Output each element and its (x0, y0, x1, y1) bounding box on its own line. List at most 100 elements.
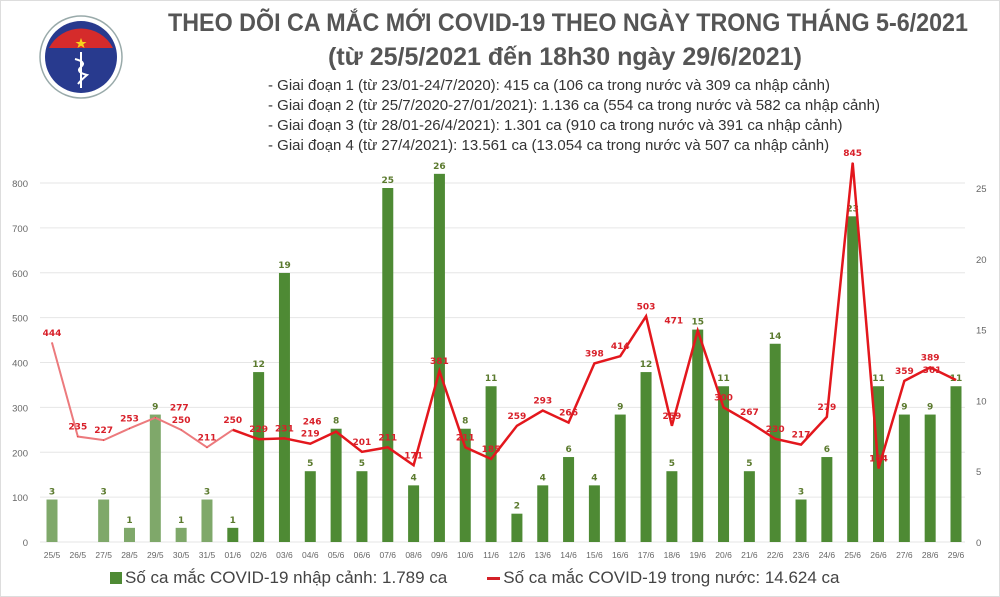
x-axis-tick: 04/6 (302, 550, 319, 560)
x-axis-tick: 31/5 (199, 550, 216, 560)
x-axis-tick: 28/6 (922, 550, 939, 560)
bar-imported (304, 471, 316, 542)
line-value-label: 398 (585, 349, 604, 359)
title-line-1: THEO DÕI CA MẮC MỚI COVID-19 THEO NGÀY T… (168, 9, 968, 37)
bar-imported (459, 428, 471, 542)
x-axis-tick: 13/6 (534, 550, 551, 560)
line-value-label: 389 (921, 353, 940, 363)
right-axis-tick: 5 (976, 467, 981, 478)
line-point (464, 446, 466, 448)
line-value-label: 503 (637, 302, 656, 312)
bar-value-label: 12 (252, 360, 265, 370)
bar-value-label: 8 (333, 417, 339, 427)
line-point (593, 362, 595, 364)
bar-value-label: 6 (824, 445, 830, 455)
x-axis-tick: 18/6 (664, 550, 681, 560)
bar-imported (46, 499, 58, 542)
phase-2: - Giai đoạn 2 (từ 25/7/2020-27/01/2021):… (268, 97, 880, 114)
line-value-label: 164 (869, 454, 888, 464)
bar-value-label: 1 (230, 516, 236, 526)
bar-imported (821, 457, 833, 542)
x-axis-tick: 15/6 (586, 550, 603, 560)
legend: Số ca mắc COVID-19 nhập cảnh: 1.789 ca S… (110, 568, 880, 588)
bar-imported (640, 372, 652, 542)
x-axis-tick: 02/6 (250, 550, 267, 560)
bar-value-label: 1 (126, 516, 132, 526)
legend-swatch-line (487, 576, 501, 580)
line-point (542, 410, 544, 412)
bar-value-label: 3 (204, 488, 210, 498)
bar-imported (98, 499, 110, 542)
bar-value-label: 26 (433, 162, 446, 172)
line-value-label: 229 (249, 425, 268, 435)
x-axis-tick: 20/6 (715, 550, 732, 560)
phase-summary: - Giai đoạn 1 (từ 23/01-24/7/2020): 415 … (268, 76, 880, 156)
line-value-label: 471 (664, 317, 683, 327)
left-axis-tick: 400 (12, 359, 28, 370)
bar-value-label: 5 (669, 459, 675, 469)
line-point (645, 315, 647, 317)
bar-imported (408, 485, 420, 542)
line-point (697, 330, 699, 332)
left-axis-tick: 700 (12, 224, 28, 235)
line-value-label: 293 (533, 397, 552, 407)
line-value-label: 279 (817, 403, 836, 413)
right-axis-tick: 20 (976, 255, 987, 266)
line-point (206, 446, 208, 448)
line-domestic-early (51, 342, 234, 449)
line-point (826, 416, 828, 418)
phase-3: - Giai đoạn 3 (từ 28/01-26/4/2021): 1.30… (268, 117, 843, 134)
bar-imported (718, 386, 730, 542)
x-axis-tick: 01/6 (225, 550, 242, 560)
bar-imported (614, 414, 626, 542)
x-axis-tick: 29/6 (948, 550, 965, 560)
title-line-2: (từ 25/5/2021 đến 18h30 ngày 29/6/2021) (328, 43, 802, 71)
line-value-label: 211 (456, 433, 475, 443)
line-point (309, 443, 311, 445)
x-axis-tick: 10/6 (457, 550, 474, 560)
x-axis-tick: 08/6 (405, 550, 422, 560)
line-point (387, 446, 389, 448)
line-value-label: 300 (714, 393, 733, 403)
line-point (671, 425, 673, 427)
bar-value-label: 25 (382, 176, 395, 186)
bar-value-label: 5 (307, 459, 313, 469)
line-value-label: 253 (120, 414, 139, 424)
bar-value-label: 11 (717, 374, 730, 384)
line-point (335, 431, 337, 433)
line-point (903, 380, 905, 382)
line-point (955, 379, 957, 381)
legend-label-imported: Số ca mắc COVID-19 nhập cảnh: 1.789 ca (125, 568, 448, 587)
bar-imported (898, 414, 910, 542)
line-value-label: 250 (172, 416, 191, 426)
line-point (619, 355, 621, 357)
x-axis-tick: 26/5 (70, 550, 87, 560)
bar-imported (201, 499, 213, 542)
bar-value-label: 9 (927, 403, 933, 413)
right-axis-tick: 15 (976, 326, 987, 337)
phase-4: - Giai đoạn 4 (từ 27/4/2021): 13.561 ca … (268, 137, 830, 154)
line-value-label: 259 (662, 412, 681, 422)
right-axis-tick: 0 (976, 538, 981, 549)
line-point (180, 429, 182, 431)
bar-imported (253, 372, 265, 542)
line-value-label: 359 (895, 367, 914, 377)
x-axis-tick: 28/5 (121, 550, 138, 560)
line-point (413, 464, 415, 466)
x-axis-tick: 27/5 (95, 550, 112, 560)
line-value-label: 227 (94, 426, 113, 436)
x-axis-tick: 25/5 (44, 550, 61, 560)
x-axis-tick: 22/6 (767, 550, 784, 560)
x-axis-tick: 11/6 (483, 550, 499, 560)
right-axis-tick: 25 (976, 184, 987, 195)
line-value-label: 171 (404, 451, 423, 461)
bar-imported (511, 513, 523, 542)
right-axis-tick: 10 (976, 396, 987, 407)
line-point (748, 421, 750, 423)
line-value-label: 250 (223, 416, 242, 426)
left-axis-tick: 800 (12, 179, 28, 190)
ministry-of-health-logo (39, 15, 123, 99)
x-axis-tick: 25/6 (844, 550, 861, 560)
legend-item-imported: Số ca mắc COVID-19 nhập cảnh: 1.789 ca (110, 568, 447, 588)
x-axis-tick: 24/6 (819, 550, 836, 560)
